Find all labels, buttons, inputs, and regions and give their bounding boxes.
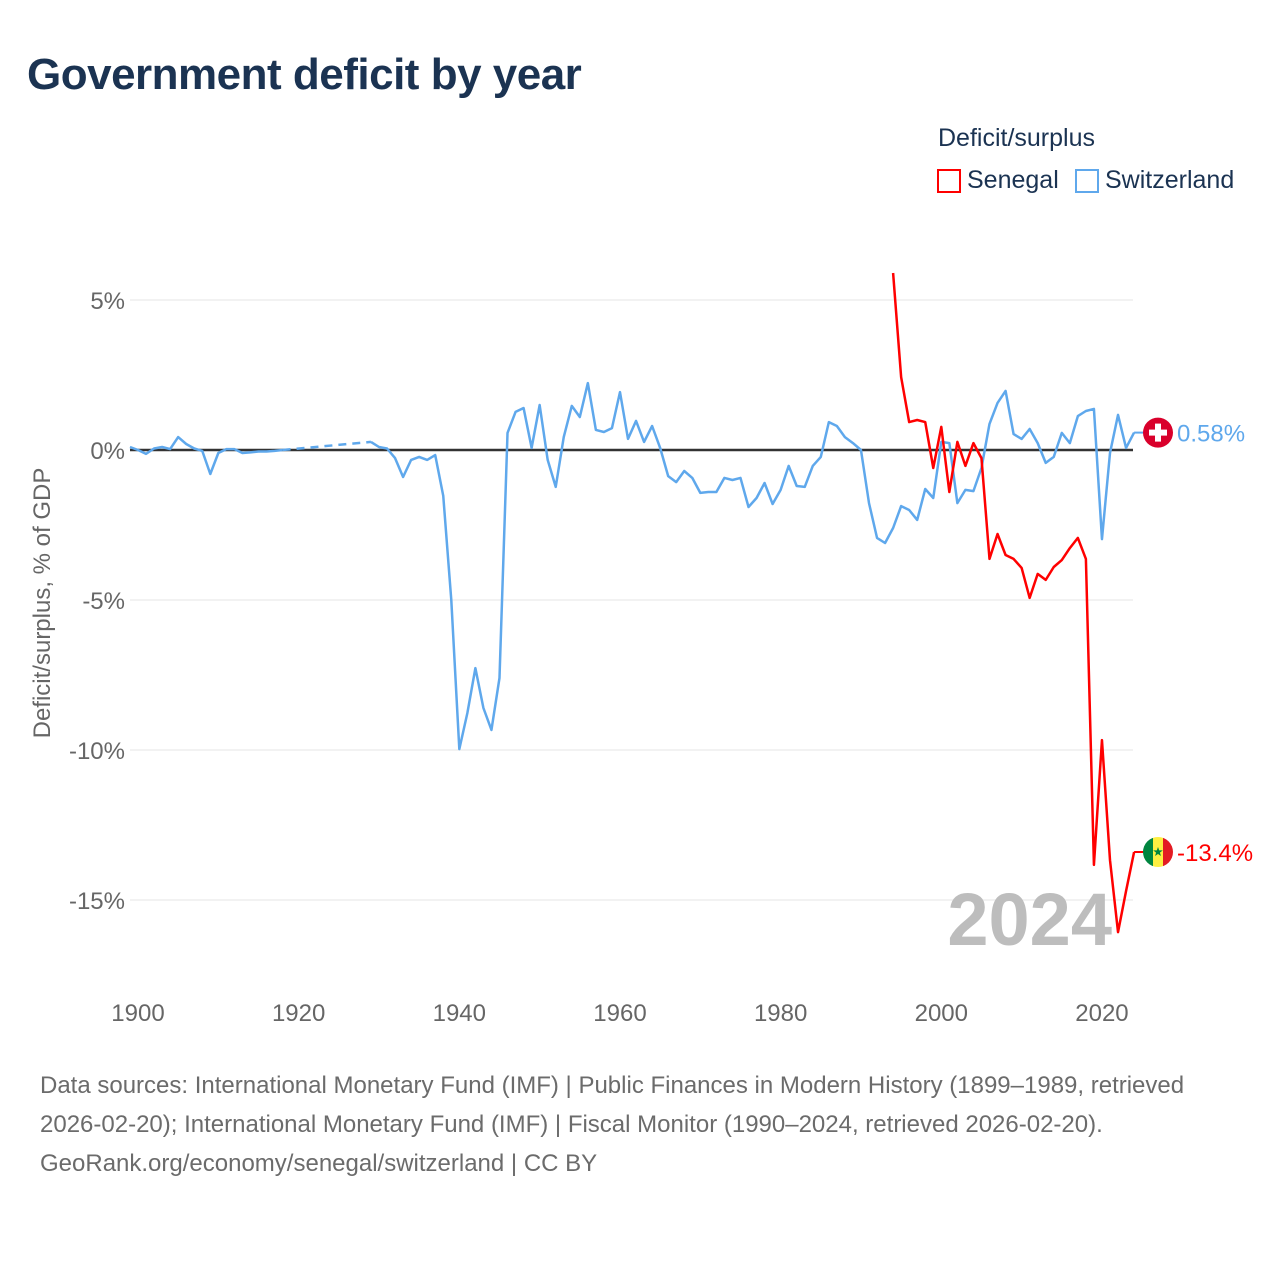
series-line-switzerland xyxy=(129,435,283,476)
legend-label: Senegal xyxy=(967,166,1059,194)
legend-item-switzerland[interactable]: Switzerland xyxy=(1075,166,1234,195)
data-sources: Data sources: International Monetary Fun… xyxy=(40,1072,1185,1138)
footer: Data sources: International Monetary Fun… xyxy=(40,1066,1240,1183)
legend-label: Switzerland xyxy=(1105,166,1235,194)
flag-star xyxy=(1153,847,1163,856)
x-tick-label: 1920 xyxy=(272,1000,325,1027)
legend-title: Deficit/surplus xyxy=(938,124,1095,152)
series-line-senegal xyxy=(891,272,1136,934)
x-tick-label: 1940 xyxy=(433,1000,486,1027)
y-tick-label: 5% xyxy=(90,288,125,315)
x-tick-label: 2020 xyxy=(1075,1000,1128,1027)
series-gap-switzerland xyxy=(282,440,372,452)
x-tick-label: 1960 xyxy=(593,1000,646,1027)
end-value-label: -13.4% xyxy=(1177,840,1253,867)
senegal-flag-icon xyxy=(1143,837,1173,867)
credit-link[interactable]: GeoRank.org/economy/senegal/switzerland … xyxy=(40,1150,598,1177)
y-axis-label: Deficit/surplus, % of GDP xyxy=(29,468,56,739)
flag-cross xyxy=(1149,429,1167,436)
y-tick-label: -10% xyxy=(69,738,125,765)
line-chart: 5% 0% -5% -10% -15% 1900 1920 1940 1960 1980 2000 2… xyxy=(29,272,1253,1027)
legend-swatch-switzerland xyxy=(1075,168,1099,193)
y-tick-label: -5% xyxy=(82,588,125,615)
flag-stripe-green xyxy=(1143,837,1153,867)
end-value-label: 0.58% xyxy=(1177,421,1245,448)
flag-stripe-red xyxy=(1163,837,1173,867)
y-tick-label: 0% xyxy=(90,438,125,465)
series-line-switzerland xyxy=(370,381,1136,751)
flag-body xyxy=(1143,837,1173,867)
switzerland-flag-icon xyxy=(1143,417,1173,448)
legend-swatch-senegal xyxy=(937,168,961,193)
x-tick-label: 2000 xyxy=(915,1000,968,1027)
chart-title: Government deficit by year xyxy=(27,50,582,99)
y-tick-label: -15% xyxy=(69,888,125,915)
x-tick-label: 1980 xyxy=(754,1000,807,1027)
x-tick-label: 1900 xyxy=(111,1000,164,1027)
year-watermark: 2024 xyxy=(947,878,1112,961)
legend-item-senegal[interactable]: Senegal xyxy=(937,166,1059,195)
